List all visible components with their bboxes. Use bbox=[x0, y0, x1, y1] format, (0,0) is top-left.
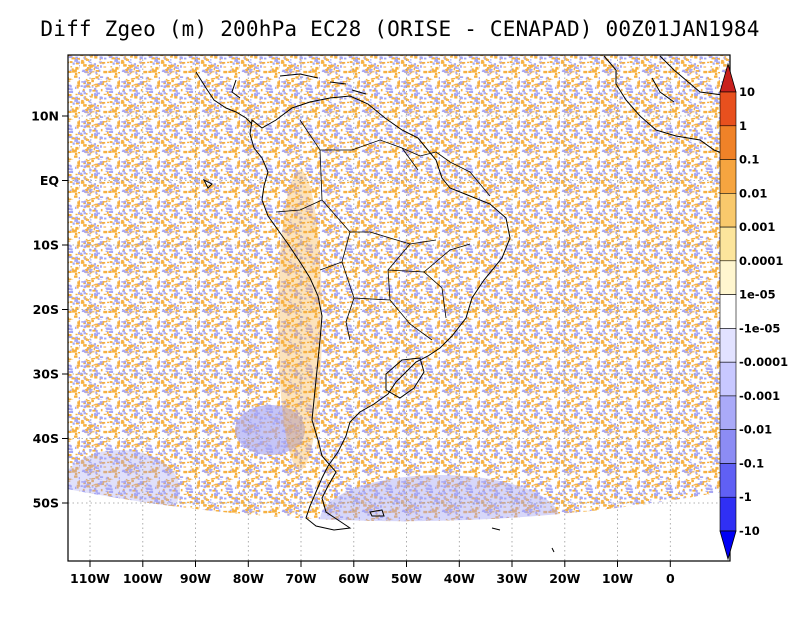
lon-tick-label: 20W bbox=[549, 571, 580, 586]
colorbar-segment bbox=[719, 260, 737, 295]
colorbar-segment bbox=[719, 361, 737, 397]
lat-tick-label: 20S bbox=[33, 302, 59, 317]
small-islands bbox=[202, 178, 555, 553]
lon-tick-label: 40W bbox=[444, 571, 475, 586]
colorbar-segment bbox=[719, 328, 737, 363]
colorbar-label: -0.001 bbox=[739, 389, 780, 403]
colorbar-label: 10 bbox=[739, 85, 755, 99]
colorbar-segment bbox=[719, 463, 737, 498]
lon-tick-label: 80W bbox=[233, 571, 264, 586]
south-america-coastline bbox=[249, 95, 511, 531]
lon-tick-label: 110W bbox=[70, 571, 110, 586]
data-field bbox=[68, 55, 730, 522]
colorbar-label: -1 bbox=[739, 490, 752, 504]
colorbar-segment bbox=[719, 91, 737, 127]
colorbar-label: -10 bbox=[739, 524, 760, 538]
coastlines bbox=[195, 55, 730, 553]
colorbar-segment bbox=[719, 125, 737, 160]
lon-tick-label: 30W bbox=[496, 571, 527, 586]
colorbar-label: 0.0001 bbox=[739, 254, 783, 268]
colorbar-segment bbox=[719, 226, 737, 262]
colorbar-label: -0.01 bbox=[739, 423, 772, 437]
lon-tick-label: 0 bbox=[666, 571, 675, 586]
colorbar: 10 1 0.1 0.01 0.001 0.0001 1e-05 -1e-05 -0.0001 -… bbox=[719, 62, 788, 561]
lon-tick-label: 90W bbox=[180, 571, 211, 586]
negative-patch-sw bbox=[68, 450, 180, 522]
falklands bbox=[369, 509, 385, 517]
lat-tick-label: EQ bbox=[40, 173, 59, 188]
uruguay-outline bbox=[385, 357, 425, 399]
lat-tick-label: 10S bbox=[33, 238, 59, 253]
plot-title: Diff Zgeo (m) 200hPa EC28 (ORISE - CENAP… bbox=[40, 17, 760, 41]
colorbar-segment bbox=[719, 395, 737, 430]
colorbar-segment bbox=[719, 496, 737, 532]
speckle-field bbox=[68, 55, 730, 522]
negative-patch-south bbox=[320, 475, 560, 522]
lat-tick-label: 30S bbox=[33, 367, 59, 382]
colorbar-label: 0.01 bbox=[739, 186, 767, 200]
lon-tick-label: 50W bbox=[391, 571, 422, 586]
lat-tick-label: 40S bbox=[33, 431, 59, 446]
lat-tick-label: 10N bbox=[31, 109, 59, 124]
colorbar-label: 0.1 bbox=[739, 153, 759, 167]
lon-tick-label: 10W bbox=[602, 571, 633, 586]
longitude-axis: 110W 100W 90W 80W 70W 60W 50W 40W 30W 20W 10W 0 bbox=[70, 561, 675, 586]
africa-coastline bbox=[603, 55, 730, 157]
lon-tick-label: 100W bbox=[123, 571, 163, 586]
lon-tick-label: 70W bbox=[285, 571, 316, 586]
colorbar-segment bbox=[719, 429, 737, 464]
graticule bbox=[68, 55, 730, 561]
lat-tick-label: 50S bbox=[33, 496, 59, 511]
colorbar-segment bbox=[719, 193, 737, 228]
country-borders bbox=[275, 119, 491, 341]
colorbar-label: 1 bbox=[739, 119, 747, 133]
caribbean-coastline bbox=[279, 73, 367, 95]
colorbar-label: -1e-05 bbox=[739, 321, 780, 335]
latitude-axis: 10N EQ 10S 20S 30S 40S 50S bbox=[31, 109, 68, 511]
colorbar-segment bbox=[719, 159, 737, 194]
positive-patch-andes bbox=[278, 170, 322, 470]
colorbar-segment bbox=[719, 294, 737, 329]
colorbar-label: 1e-05 bbox=[739, 288, 776, 302]
lon-tick-label: 60W bbox=[338, 571, 369, 586]
central-america-coastline bbox=[195, 71, 253, 125]
colorbar-label: -0.0001 bbox=[739, 355, 788, 369]
negative-patch-pacific bbox=[235, 405, 305, 455]
colorbar-label: 0.001 bbox=[739, 220, 775, 234]
colorbar-label: -0.1 bbox=[739, 457, 764, 471]
colorbar-segment bbox=[719, 530, 737, 561]
